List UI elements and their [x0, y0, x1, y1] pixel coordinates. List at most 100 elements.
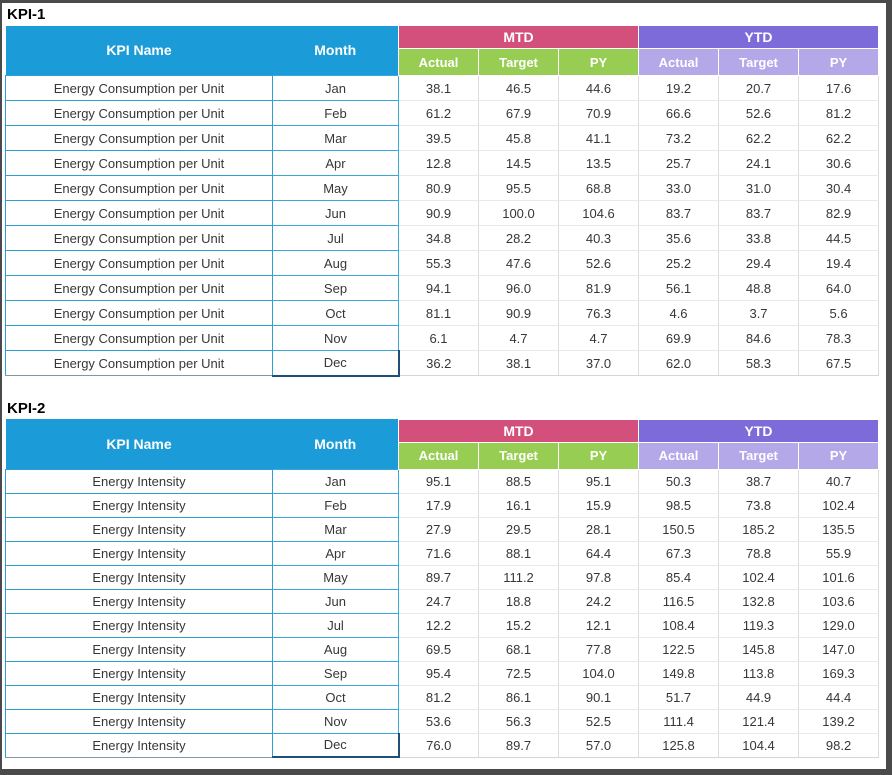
value-cell[interactable]: 12.1 — [557, 612, 640, 638]
value-cell[interactable]: 56.1 — [638, 275, 720, 301]
month-cell[interactable]: Sep — [272, 275, 399, 301]
value-cell[interactable]: 125.8 — [638, 732, 720, 758]
month-cell[interactable]: Jun — [272, 588, 399, 614]
month-cell[interactable]: Dec — [272, 732, 400, 758]
value-cell[interactable]: 97.8 — [557, 564, 640, 590]
month-cell[interactable]: Mar — [272, 516, 399, 542]
value-cell[interactable]: 67.9 — [478, 100, 559, 126]
value-cell[interactable]: 145.8 — [718, 636, 800, 662]
value-cell[interactable]: 19.4 — [798, 250, 880, 276]
value-cell[interactable]: 64.0 — [798, 275, 880, 301]
value-cell[interactable]: 29.5 — [478, 516, 559, 542]
value-cell[interactable]: 95.4 — [398, 660, 479, 686]
col-group-ytd[interactable]: YTD — [638, 418, 880, 443]
month-cell[interactable]: Apr — [272, 540, 399, 566]
value-cell[interactable]: 78.8 — [718, 540, 800, 566]
month-cell[interactable]: Jul — [272, 612, 399, 638]
value-cell[interactable]: 33.8 — [718, 225, 800, 251]
value-cell[interactable]: 36.2 — [398, 350, 479, 376]
value-cell[interactable]: 15.2 — [478, 612, 559, 638]
value-cell[interactable]: 81.2 — [398, 684, 479, 710]
value-cell[interactable]: 104.6 — [557, 200, 640, 226]
value-cell[interactable]: 38.7 — [718, 468, 800, 494]
value-cell[interactable]: 4.7 — [557, 325, 640, 351]
value-cell[interactable]: 95.5 — [478, 175, 559, 201]
value-cell[interactable]: 67.5 — [798, 350, 880, 376]
value-cell[interactable]: 58.3 — [718, 350, 800, 376]
value-cell[interactable]: 31.0 — [718, 175, 800, 201]
col-header-month[interactable]: Month — [272, 419, 399, 469]
value-cell[interactable]: 78.3 — [798, 325, 880, 351]
month-cell[interactable]: Nov — [272, 325, 399, 351]
month-cell[interactable]: Feb — [272, 492, 399, 518]
value-cell[interactable]: 45.8 — [478, 125, 559, 151]
month-cell[interactable]: Mar — [272, 125, 399, 151]
value-cell[interactable]: 89.7 — [478, 732, 559, 758]
value-cell[interactable]: 147.0 — [798, 636, 880, 662]
value-cell[interactable]: 101.6 — [798, 564, 880, 590]
col-header-kpi-name[interactable]: KPI Name — [5, 25, 273, 76]
value-cell[interactable]: 94.1 — [398, 275, 479, 301]
kpi-name-cell[interactable]: Energy Consumption per Unit — [5, 150, 273, 176]
value-cell[interactable]: 122.5 — [638, 636, 720, 662]
value-cell[interactable]: 68.1 — [478, 636, 559, 662]
value-cell[interactable]: 38.1 — [398, 75, 479, 101]
col-header-kpi-name[interactable]: KPI Name — [5, 419, 273, 469]
month-cell[interactable]: Oct — [272, 300, 399, 326]
col-header-ytd-actual[interactable]: Actual — [638, 48, 720, 76]
kpi-name-cell[interactable]: Energy Consumption per Unit — [5, 325, 273, 351]
value-cell[interactable]: 61.2 — [398, 100, 479, 126]
col-header-month[interactable]: Month — [272, 25, 399, 76]
kpi-name-cell[interactable]: Energy Intensity — [5, 588, 273, 614]
value-cell[interactable]: 86.1 — [478, 684, 559, 710]
value-cell[interactable]: 5.6 — [798, 300, 880, 326]
month-cell[interactable]: Oct — [272, 684, 399, 710]
month-cell[interactable]: Nov — [272, 708, 399, 734]
value-cell[interactable]: 102.4 — [798, 492, 880, 518]
value-cell[interactable]: 16.1 — [478, 492, 559, 518]
value-cell[interactable]: 121.4 — [718, 708, 800, 734]
value-cell[interactable]: 56.3 — [478, 708, 559, 734]
value-cell[interactable]: 150.5 — [638, 516, 720, 542]
value-cell[interactable]: 98.5 — [638, 492, 720, 518]
kpi-name-cell[interactable]: Energy Consumption per Unit — [5, 300, 273, 326]
col-header-ytd-target[interactable]: Target — [718, 441, 800, 470]
kpi-name-cell[interactable]: Energy Consumption per Unit — [5, 225, 273, 251]
value-cell[interactable]: 82.9 — [798, 200, 880, 226]
value-cell[interactable]: 67.3 — [638, 540, 720, 566]
kpi-name-cell[interactable]: Energy Consumption per Unit — [5, 250, 273, 276]
value-cell[interactable]: 15.9 — [557, 492, 640, 518]
value-cell[interactable]: 4.7 — [478, 325, 559, 351]
value-cell[interactable]: 25.7 — [638, 150, 720, 176]
value-cell[interactable]: 41.1 — [557, 125, 640, 151]
value-cell[interactable]: 111.2 — [478, 564, 559, 590]
kpi-name-cell[interactable]: Energy Consumption per Unit — [5, 200, 273, 226]
col-header-mtd-actual[interactable]: Actual — [398, 441, 479, 470]
value-cell[interactable]: 139.2 — [798, 708, 880, 734]
value-cell[interactable]: 25.2 — [638, 250, 720, 276]
value-cell[interactable]: 69.9 — [638, 325, 720, 351]
kpi-name-cell[interactable]: Energy Consumption per Unit — [5, 100, 273, 126]
value-cell[interactable]: 52.5 — [557, 708, 640, 734]
value-cell[interactable]: 17.9 — [398, 492, 479, 518]
kpi-name-cell[interactable]: Energy Consumption per Unit — [5, 175, 273, 201]
value-cell[interactable]: 113.8 — [718, 660, 800, 686]
value-cell[interactable]: 14.5 — [478, 150, 559, 176]
month-cell[interactable]: Jun — [272, 200, 399, 226]
value-cell[interactable]: 51.7 — [638, 684, 720, 710]
value-cell[interactable]: 12.2 — [398, 612, 479, 638]
value-cell[interactable]: 64.4 — [557, 540, 640, 566]
value-cell[interactable]: 50.3 — [638, 468, 720, 494]
value-cell[interactable]: 27.9 — [398, 516, 479, 542]
value-cell[interactable]: 135.5 — [798, 516, 880, 542]
col-group-mtd[interactable]: MTD — [397, 418, 640, 443]
value-cell[interactable]: 28.2 — [478, 225, 559, 251]
value-cell[interactable]: 116.5 — [638, 588, 720, 614]
kpi-name-cell[interactable]: Energy Consumption per Unit — [5, 125, 273, 151]
value-cell[interactable]: 83.7 — [638, 200, 720, 226]
kpi-name-cell[interactable]: Energy Intensity — [5, 468, 273, 494]
value-cell[interactable]: 103.6 — [798, 588, 880, 614]
value-cell[interactable]: 104.4 — [718, 732, 800, 758]
kpi-name-cell[interactable]: Energy Consumption per Unit — [5, 75, 273, 101]
value-cell[interactable]: 30.4 — [798, 175, 880, 201]
